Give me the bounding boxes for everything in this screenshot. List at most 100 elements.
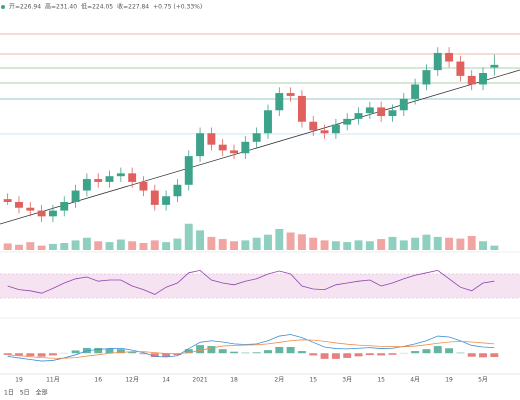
candle-body xyxy=(377,107,386,116)
macd-hist xyxy=(139,353,148,355)
volume-bar xyxy=(139,243,148,250)
candle-body xyxy=(422,70,431,85)
x-tick-label: 11月 xyxy=(46,377,60,384)
macd-hist xyxy=(162,353,171,357)
x-tick-label: 2021 xyxy=(192,377,207,384)
candle-body xyxy=(433,52,442,71)
candle-body xyxy=(15,202,23,208)
volume-bar xyxy=(275,229,284,250)
x-tick-label: 3月 xyxy=(342,377,352,384)
volume-bar xyxy=(467,236,476,250)
volume-bar xyxy=(116,239,125,250)
macd-hist xyxy=(331,353,340,359)
macd-hist xyxy=(196,345,205,354)
volume-bar xyxy=(365,241,374,250)
macd-hist xyxy=(422,349,431,354)
candle-body xyxy=(467,75,476,85)
volume-bar xyxy=(94,241,103,250)
volume-bar xyxy=(196,230,205,250)
volume-bar xyxy=(184,223,193,250)
rsi-band xyxy=(0,274,520,298)
candle-body xyxy=(173,184,182,197)
volume-bar xyxy=(15,244,23,250)
x-tick-label: 14 xyxy=(162,377,170,384)
candle-body xyxy=(207,133,216,145)
macd-hist xyxy=(128,351,137,354)
macd-hist xyxy=(365,353,374,356)
macd-hist xyxy=(218,349,227,354)
volume-bar xyxy=(286,232,295,250)
candle-body xyxy=(48,210,57,217)
macd-hist xyxy=(184,349,193,354)
macd-hist xyxy=(433,346,442,354)
candle-body xyxy=(252,133,261,142)
candle-body xyxy=(116,173,125,177)
macd-hist xyxy=(377,353,386,356)
macd-hist xyxy=(48,353,57,356)
volume-bar xyxy=(71,240,80,250)
volume-bar xyxy=(422,234,431,250)
volume-bar xyxy=(343,242,352,250)
macd-hist xyxy=(456,352,465,354)
volume-bar xyxy=(445,237,454,250)
rsi-line xyxy=(7,269,495,295)
macd-hist xyxy=(207,346,216,354)
volume-bar xyxy=(37,245,46,250)
candle-body xyxy=(37,210,46,217)
status-dot xyxy=(1,5,5,9)
candle-body xyxy=(218,144,227,151)
volume-bar xyxy=(60,243,69,250)
header-value: 开=226.94 xyxy=(9,4,41,11)
candle-body xyxy=(365,107,374,114)
candle-body xyxy=(196,133,205,157)
candle-body xyxy=(479,73,487,85)
volume-bar xyxy=(150,240,159,250)
range-button[interactable]: 全部 xyxy=(36,389,48,397)
volume-bar xyxy=(207,236,216,250)
candle-body xyxy=(264,110,272,134)
macd-hist xyxy=(105,348,114,354)
candle-body xyxy=(241,141,250,154)
x-tick-label: 18 xyxy=(230,377,238,384)
x-tick-label: 19 xyxy=(445,377,453,384)
volume-bar xyxy=(218,239,227,250)
range-button[interactable]: 1日 xyxy=(4,390,14,397)
trend-line xyxy=(0,69,520,225)
candle-body xyxy=(320,130,329,134)
macd-hist xyxy=(354,353,363,357)
volume-bar xyxy=(48,243,57,250)
header-value: 收=227.84 xyxy=(117,3,149,11)
macd-hist xyxy=(116,349,125,354)
x-tick-label: 5月 xyxy=(478,377,488,384)
macd-hist xyxy=(343,353,352,358)
candle-body xyxy=(139,181,148,191)
x-tick-label: 15 xyxy=(377,377,385,384)
candle-body xyxy=(309,121,318,131)
header-value: 高=231.40 xyxy=(45,3,77,11)
x-tick-label: 12月 xyxy=(125,377,139,384)
volume-bar xyxy=(105,242,114,250)
candle-body xyxy=(354,113,363,119)
macd-hist xyxy=(15,353,23,356)
macd-hist xyxy=(467,353,476,357)
volume-bar xyxy=(399,240,408,250)
x-tick-label: 4月 xyxy=(410,377,420,384)
range-button[interactable]: 5日 xyxy=(20,390,30,397)
candle-body xyxy=(297,95,306,122)
x-tick-label: 2月 xyxy=(274,377,284,384)
candle-body xyxy=(286,93,295,96)
volume-bar xyxy=(264,234,272,250)
macd-line xyxy=(7,339,495,359)
volume-bar xyxy=(490,245,499,250)
header-value: +0.75 (+0.33%) xyxy=(153,4,202,11)
candle-body xyxy=(343,118,352,125)
volume-bar xyxy=(241,240,250,250)
macd-hist xyxy=(71,350,80,354)
macd-hist xyxy=(37,353,46,357)
candle-body xyxy=(184,156,193,185)
macd-hist xyxy=(275,347,284,354)
macd-hist xyxy=(252,352,261,354)
macd-hist xyxy=(445,348,454,354)
volume-bar xyxy=(297,234,306,250)
volume-bar xyxy=(230,241,238,250)
